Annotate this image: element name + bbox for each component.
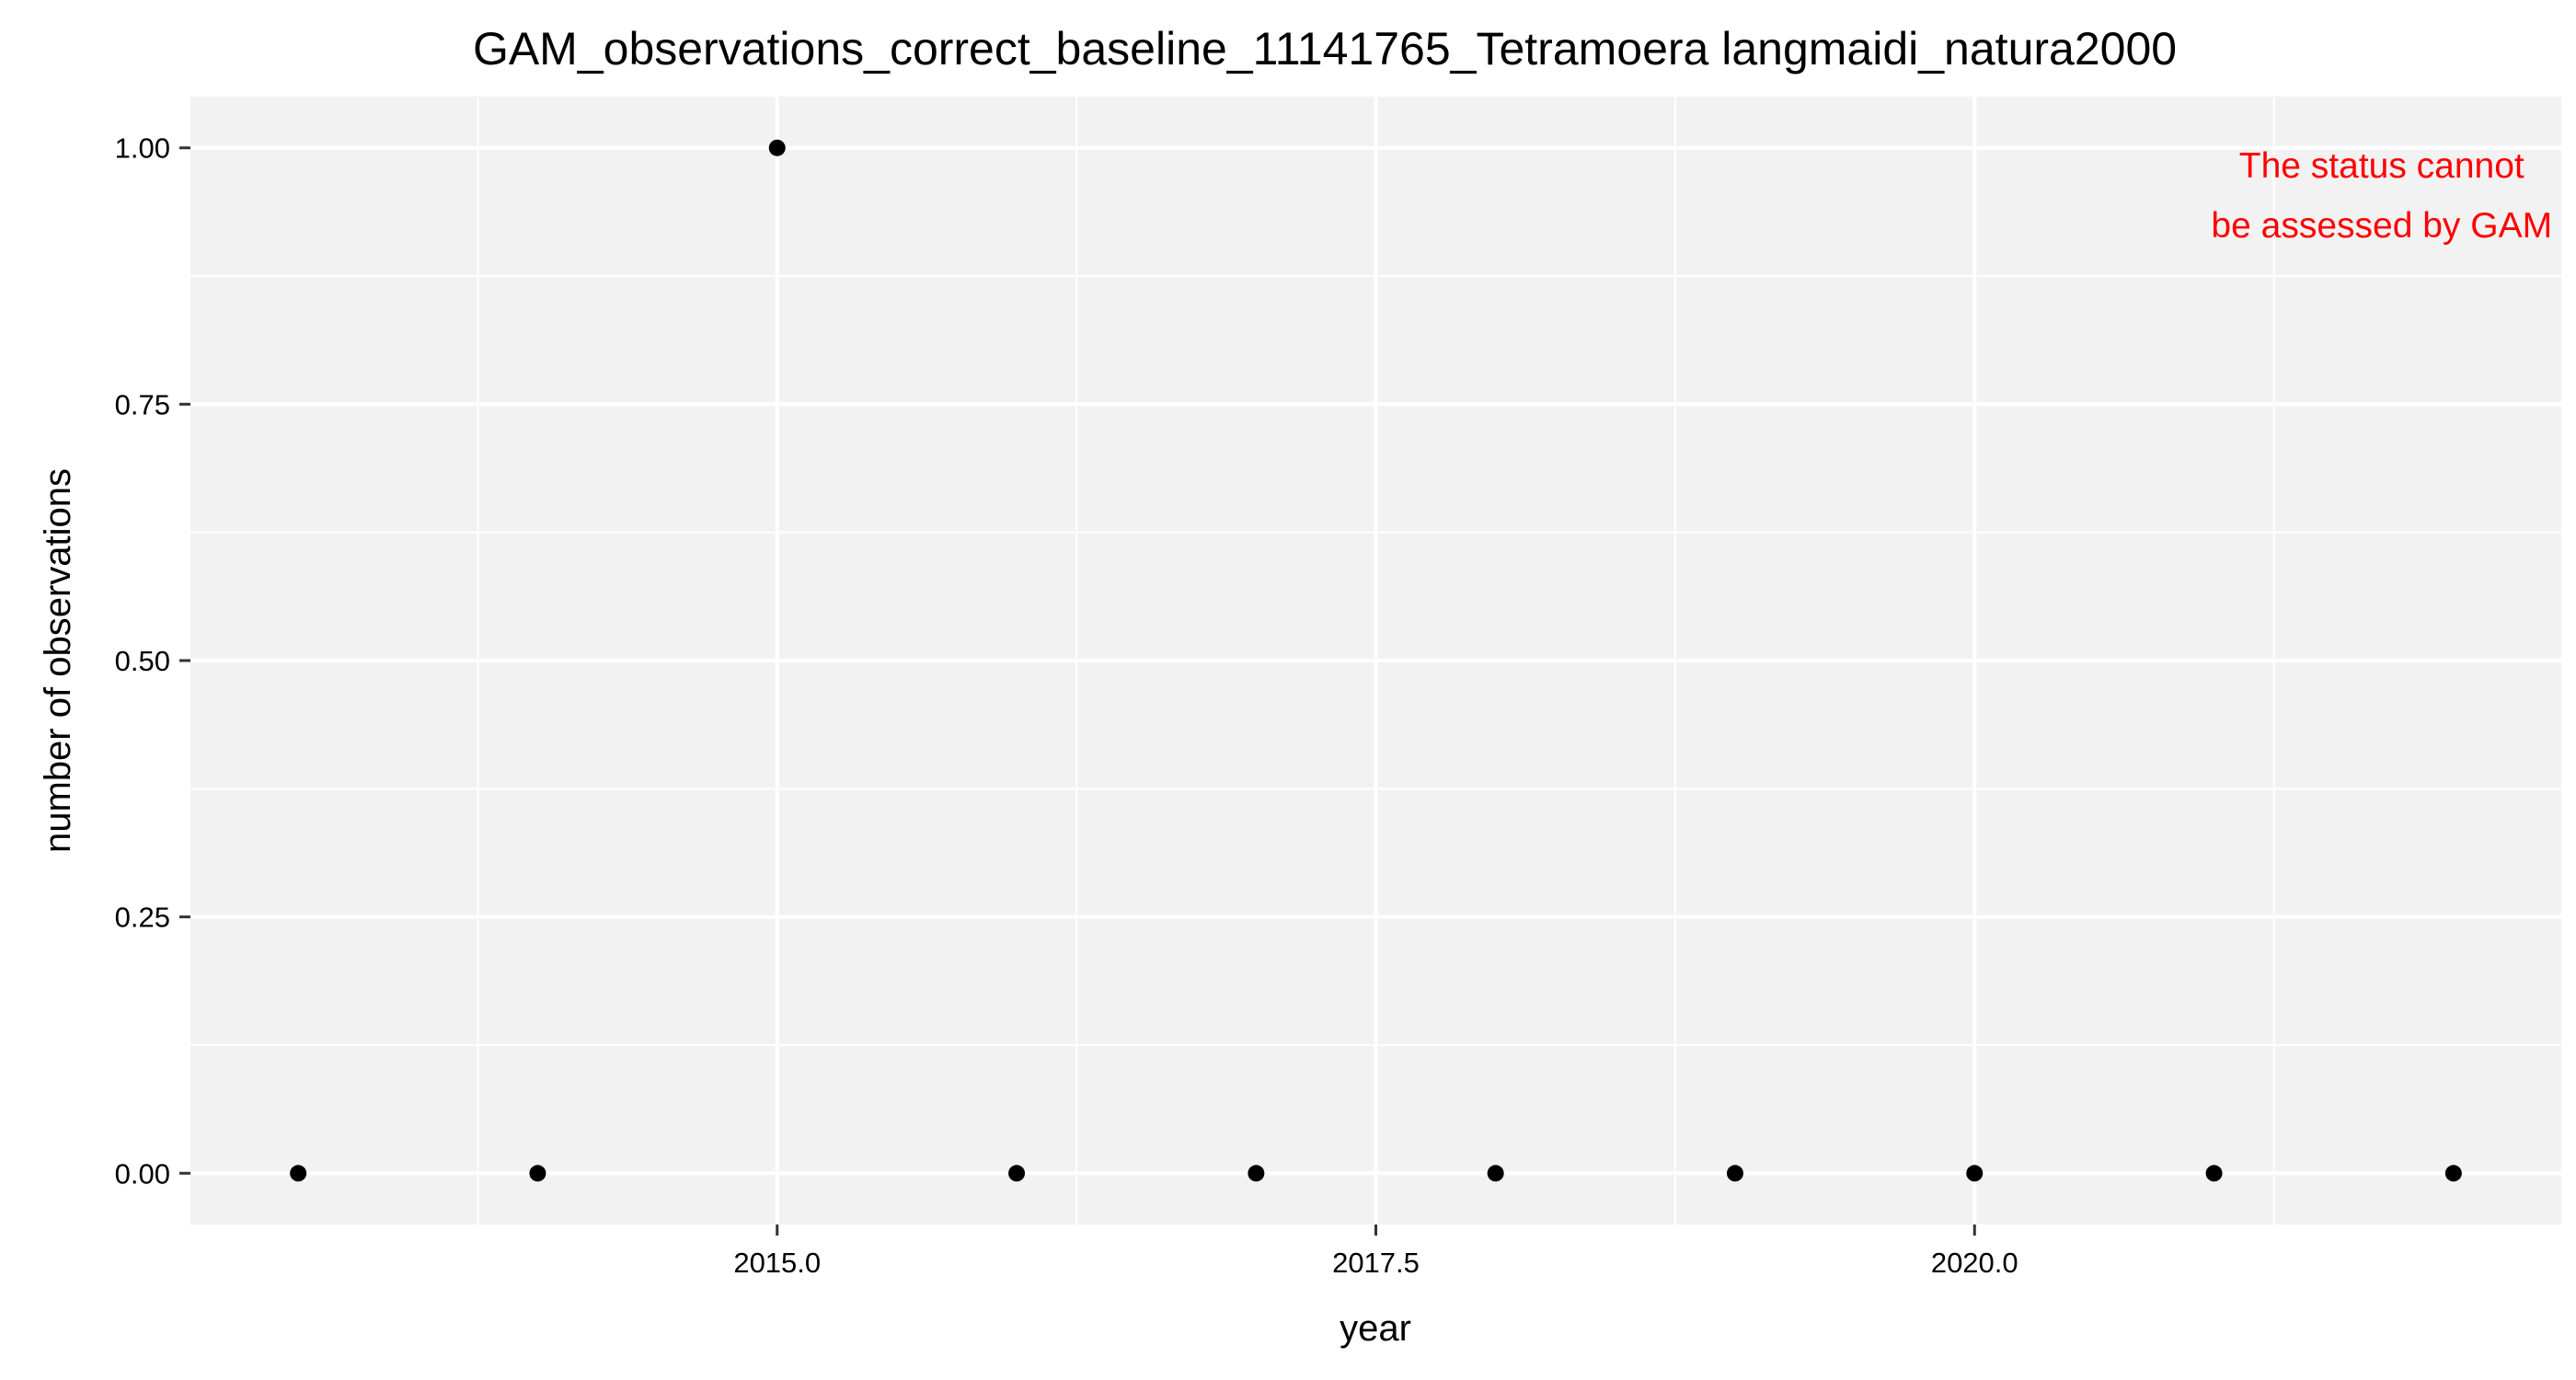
y-axis-title: number of observations xyxy=(38,468,78,853)
data-point xyxy=(1008,1165,1026,1182)
x-axis: 2015.0 2017.5 2020.0 xyxy=(733,1225,2018,1279)
data-point xyxy=(1966,1165,1984,1182)
data-point xyxy=(529,1165,546,1182)
annotation-line: be assessed by GAM xyxy=(2211,206,2552,246)
x-axis-title: year xyxy=(1340,1308,1411,1349)
data-point xyxy=(768,139,786,156)
y-tick-label: 1.00 xyxy=(115,132,170,165)
y-tick-label: 0.75 xyxy=(115,388,170,420)
x-tick-label: 2015.0 xyxy=(733,1247,821,1279)
data-point xyxy=(1487,1165,1504,1182)
x-tick-label: 2017.5 xyxy=(1332,1247,1420,1279)
data-point xyxy=(2444,1165,2462,1182)
y-tick-label: 0.25 xyxy=(115,902,170,934)
chart-title: GAM_observations_correct_baseline_111417… xyxy=(473,23,2177,75)
data-point xyxy=(1726,1165,1743,1182)
x-tick-label: 2020.0 xyxy=(1931,1247,2018,1279)
data-point xyxy=(290,1165,307,1182)
data-points xyxy=(290,139,2462,1182)
status-annotation: The status cannot be assessed by GAM xyxy=(2211,146,2552,246)
y-tick-label: 0.50 xyxy=(115,645,170,677)
y-tick-label: 0.00 xyxy=(115,1157,170,1190)
data-point xyxy=(1248,1165,1265,1182)
data-point xyxy=(2205,1165,2223,1182)
grid-major xyxy=(190,97,2561,1225)
annotation-line: The status cannot xyxy=(2239,146,2524,186)
y-axis: 0.00 0.25 0.50 0.75 1.00 xyxy=(115,132,190,1190)
